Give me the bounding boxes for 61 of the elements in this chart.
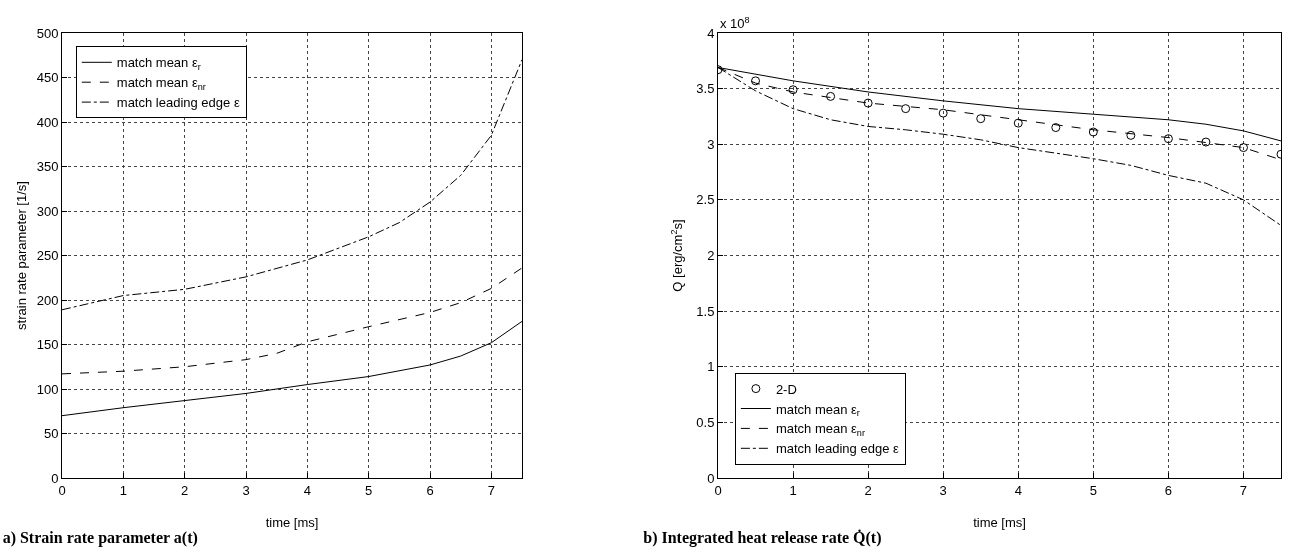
y-tick-label: 350 (36, 159, 59, 175)
text: b) Integrated heat release rate Q̇(t) (643, 528, 882, 548)
x-tick-label: 2 (181, 482, 189, 498)
text: a) Strain rate parameter a(t) (2, 529, 198, 548)
legend-label: match mean ε$_{r}$ (775, 401, 860, 419)
y-tick-label: 500 (36, 25, 59, 41)
y-tick-label: 200 (36, 292, 59, 308)
x-tick-label: 7 (487, 482, 495, 498)
x-tick-label: 1 (119, 482, 127, 498)
legend-label: match mean ε$_{nr}$ (775, 421, 865, 439)
x-tick-label: 6 (426, 482, 434, 498)
x-tick-label: 3 (939, 482, 947, 498)
point (826, 91, 836, 101)
point (1126, 130, 1136, 140)
y-tick-label: 250 (36, 248, 59, 264)
x-axis-title: time [ms] (265, 515, 319, 530)
y-tick-label: 2.5 (696, 192, 715, 208)
legend-label: match leading edge ε (116, 95, 240, 111)
y-tick-label: 400 (36, 114, 59, 130)
y-tick-label: 2 (707, 248, 715, 264)
legend-label: match mean ε$_{r}$ (116, 55, 201, 73)
point (788, 85, 798, 95)
point (901, 104, 911, 114)
point (1163, 134, 1173, 144)
legend-label: match mean ε$_{nr}$ (116, 75, 206, 92)
point (938, 108, 948, 118)
y-tick-label: 50 (43, 426, 59, 442)
x-tick-label: 1 (789, 482, 797, 498)
y-tick-label: 3 (707, 136, 715, 152)
y-axis-title: strain rate parameter [1/s] (14, 181, 29, 330)
y-tick-label: 1 (707, 359, 715, 375)
point (863, 98, 873, 108)
x-axis-title: time [ms] (973, 515, 1026, 530)
x-tick-label: 3 (242, 482, 250, 498)
y-tick-label: 450 (36, 70, 59, 86)
y-tick-label: 0.5 (696, 414, 715, 430)
point (1051, 123, 1061, 133)
y-tick-label: 100 (36, 381, 59, 397)
point (1238, 143, 1248, 153)
y-tick-label: 150 (36, 337, 59, 353)
x-tick-label: 4 (303, 482, 311, 498)
y-tick-label: 300 (36, 203, 59, 219)
x-tick-label: 5 (365, 482, 373, 498)
x-tick-label: 7 (1239, 482, 1248, 498)
x-tick-label: 6 (1164, 482, 1173, 498)
legend-label: match leading edge ε (775, 441, 899, 457)
point (751, 76, 761, 86)
x-tick-label: 4 (1014, 482, 1022, 498)
text: x 10$^{8}$ (720, 15, 750, 32)
point (1088, 127, 1098, 137)
y-tick-label: 0 (51, 470, 59, 486)
y-tick-label: 0 (707, 470, 715, 486)
point (976, 114, 986, 124)
x-tick-label: 5 (1089, 482, 1097, 498)
point (1013, 118, 1023, 128)
x-tick-label: 2 (864, 482, 872, 498)
y-tick-label: 1.5 (696, 303, 715, 319)
legend-label: 2-D (775, 381, 797, 397)
point (1201, 137, 1211, 147)
y-tick-label: 4 (707, 25, 715, 41)
y-tick-label: 3.5 (696, 81, 715, 97)
